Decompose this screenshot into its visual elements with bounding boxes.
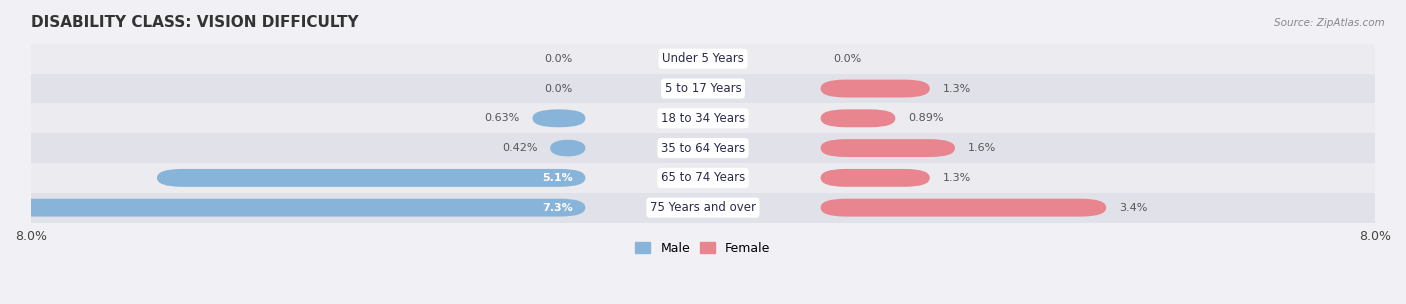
Bar [31, 193, 1375, 223]
FancyBboxPatch shape [821, 139, 955, 157]
FancyBboxPatch shape [550, 139, 585, 157]
FancyBboxPatch shape [0, 199, 585, 216]
Bar [31, 74, 1375, 103]
Text: 18 to 34 Years: 18 to 34 Years [661, 112, 745, 125]
Text: 3.4%: 3.4% [1119, 203, 1147, 212]
Text: 5.1%: 5.1% [543, 173, 572, 183]
Text: 0.63%: 0.63% [485, 113, 520, 123]
Text: Source: ZipAtlas.com: Source: ZipAtlas.com [1274, 18, 1385, 28]
Text: 7.3%: 7.3% [543, 203, 572, 212]
Bar [31, 103, 1375, 133]
Text: DISABILITY CLASS: VISION DIFFICULTY: DISABILITY CLASS: VISION DIFFICULTY [31, 15, 359, 30]
FancyBboxPatch shape [821, 169, 929, 187]
Text: 1.3%: 1.3% [942, 173, 970, 183]
Bar [31, 133, 1375, 163]
Text: 0.0%: 0.0% [834, 54, 862, 64]
FancyBboxPatch shape [821, 109, 896, 127]
Legend: Male, Female: Male, Female [630, 237, 776, 260]
Text: 0.0%: 0.0% [544, 84, 572, 94]
Bar [31, 163, 1375, 193]
FancyBboxPatch shape [821, 80, 929, 98]
Text: Under 5 Years: Under 5 Years [662, 52, 744, 65]
Text: 65 to 74 Years: 65 to 74 Years [661, 171, 745, 184]
Text: 1.6%: 1.6% [967, 143, 995, 153]
Text: 0.89%: 0.89% [908, 113, 943, 123]
Text: 0.0%: 0.0% [544, 54, 572, 64]
Text: 35 to 64 Years: 35 to 64 Years [661, 142, 745, 155]
Text: 75 Years and over: 75 Years and over [650, 201, 756, 214]
Bar [31, 44, 1375, 74]
Text: 5 to 17 Years: 5 to 17 Years [665, 82, 741, 95]
FancyBboxPatch shape [157, 169, 585, 187]
Text: 0.42%: 0.42% [502, 143, 537, 153]
FancyBboxPatch shape [821, 199, 1107, 216]
FancyBboxPatch shape [533, 109, 585, 127]
Text: 1.3%: 1.3% [942, 84, 970, 94]
